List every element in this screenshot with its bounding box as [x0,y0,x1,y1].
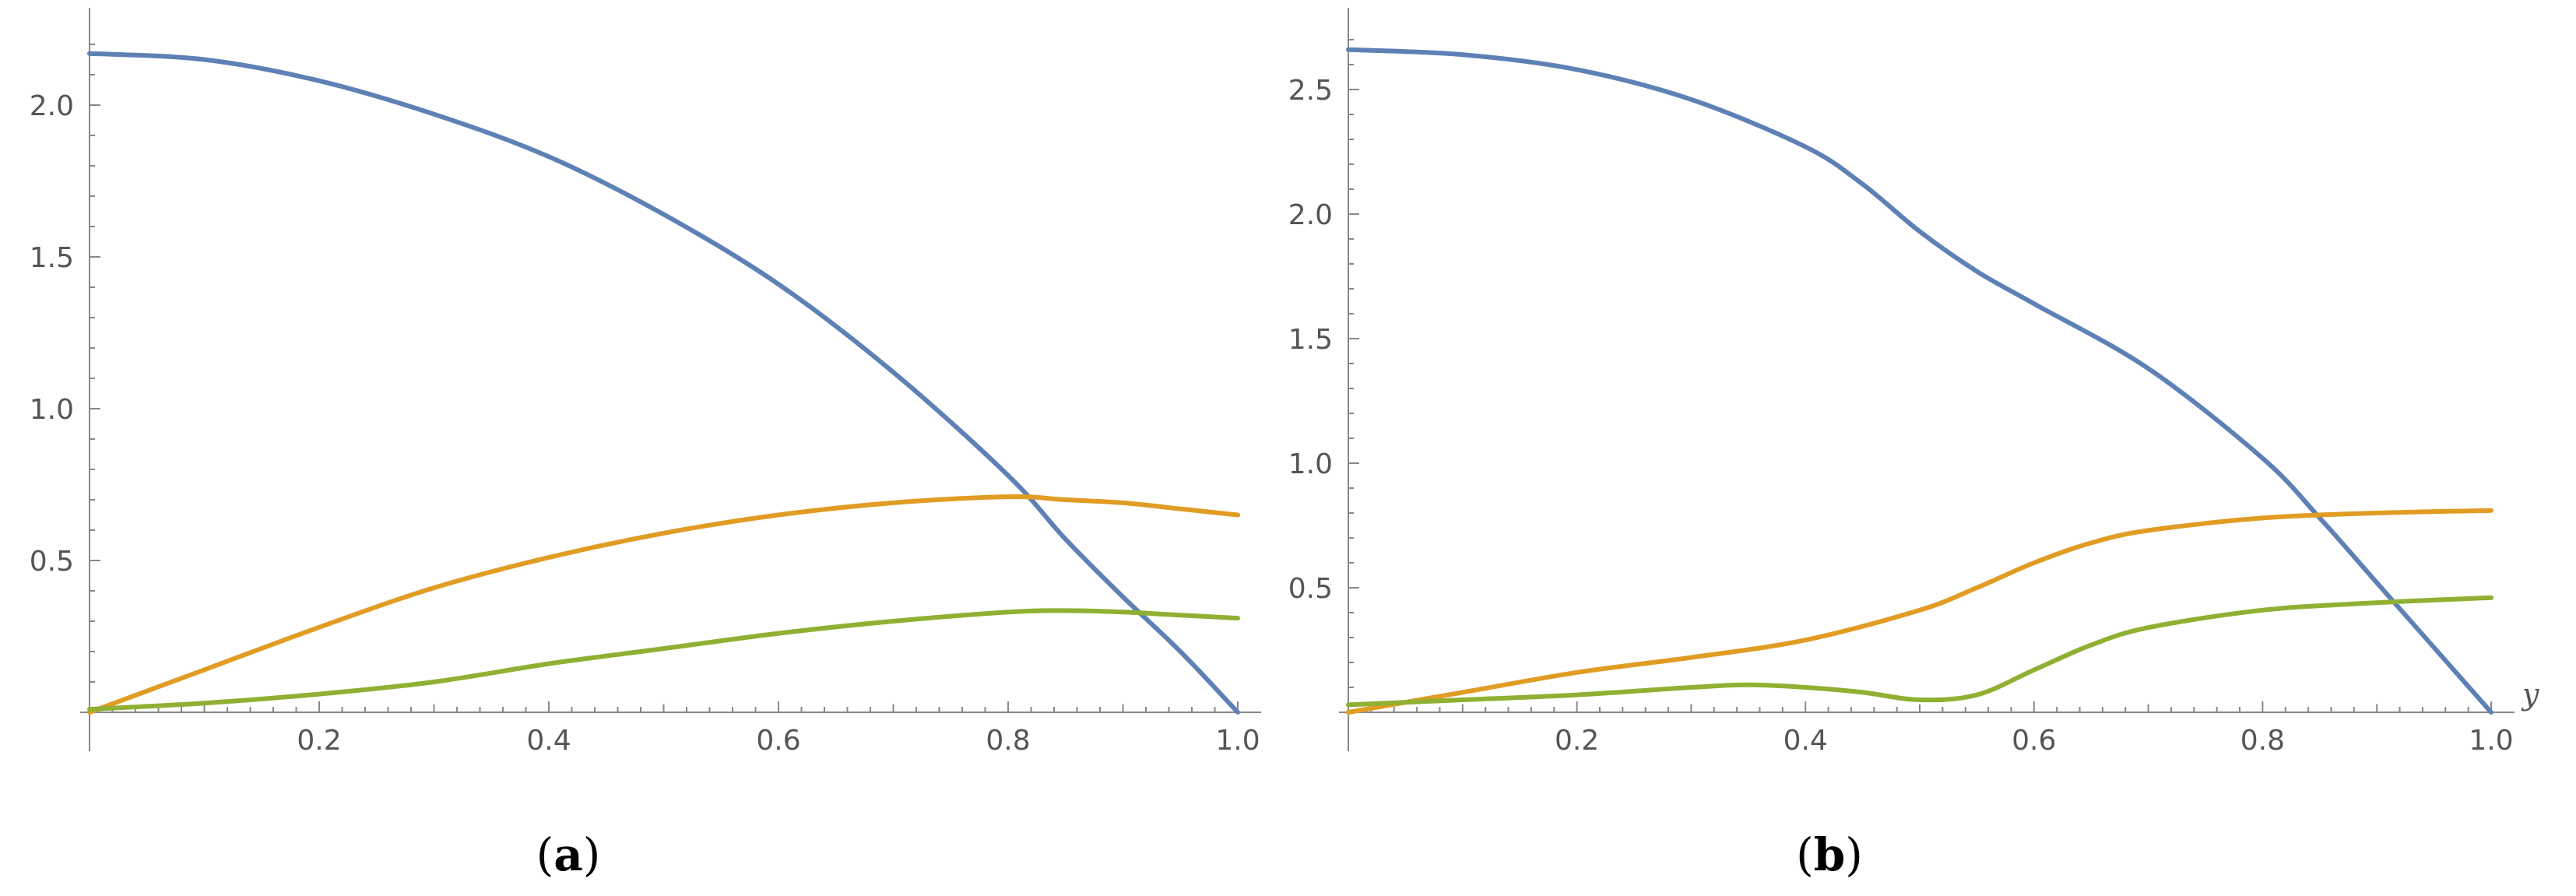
x-tick-label: 0.4 [1784,725,1828,757]
y-tick-label: 2.0 [30,90,74,122]
x-tick-label: 0.8 [986,725,1030,757]
x-tick-label: 0.4 [526,725,571,757]
series-line-2 [1346,508,2493,715]
panel-label: (b) [1796,828,1863,881]
panel-a: 0.2 0.4 0.6 0.8 1.0 0.5 1.0 1.5 2.0 (a) [30,8,1261,881]
x-tick-label: 0.2 [1555,725,1599,757]
series-line-2 [87,494,1240,715]
panel-b: 0.2 0.4 0.6 0.8 1.0 0.5 1.0 1.5 2.0 2.5 y (b) [1288,8,2539,881]
x-tick-label: 0.8 [2240,725,2285,757]
series-line-1 [87,51,1240,715]
y-tick-label: 1.5 [1288,324,1333,356]
panel-label: (a) [536,828,601,881]
series-line-1 [1346,47,2493,715]
series-line-3 [87,608,1240,712]
y-tick-label: 1.0 [1288,448,1333,480]
y-tick-label: 2.5 [1288,75,1333,107]
x-tick-label: 1.0 [2469,725,2513,757]
x-axis-title: y [2521,677,2539,712]
y-tick-label: 1.0 [30,394,74,426]
x-tick-label: 0.6 [2012,725,2056,757]
y-tick-label: 0.5 [30,546,74,578]
x-tick-label: 0.6 [756,725,800,757]
x-tick-label: 1.0 [1215,725,1260,757]
y-tick-label: 1.5 [30,242,74,274]
x-tick-label: 0.2 [297,725,341,757]
series-line-3 [1346,595,2493,708]
y-tick-label: 2.0 [1288,199,1333,231]
y-tick-label: 0.5 [1288,573,1333,605]
